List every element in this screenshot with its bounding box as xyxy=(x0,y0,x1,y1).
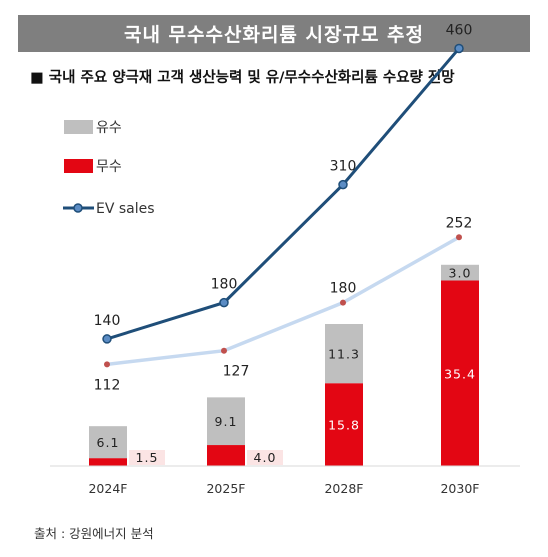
chart-subtitle: ■ 국내 주요 양극재 고객 생산능력 및 유/무수수산화리튬 수요량 전망 xyxy=(30,70,455,86)
legend-label-ev-sales: EV sales xyxy=(96,201,155,217)
data-label-musu-bg xyxy=(247,450,283,465)
x-axis-ticks: 2024F 2025F 2028F 2030F xyxy=(88,481,479,496)
legend-swatch-ev-marker xyxy=(73,203,83,213)
bar-musu-2028F xyxy=(325,383,363,466)
data-label-yusu: 3.0 xyxy=(449,266,472,281)
legend-label-yusu: 유수 xyxy=(96,120,122,136)
bar-musu-2030F xyxy=(441,280,479,466)
bar-yusu-2028F xyxy=(325,323,363,384)
x-tick-label: 2024F xyxy=(88,481,127,496)
point-ev-sales xyxy=(102,334,112,344)
point-ev-sales xyxy=(338,179,348,190)
point-demand xyxy=(221,347,227,354)
bar-musu-2025F xyxy=(207,445,245,466)
x-tick-label: 2028F xyxy=(324,481,363,496)
legend-label-musu: 무수 xyxy=(96,159,122,175)
point-demand xyxy=(456,234,462,241)
source-note: 출처 : 강원에너지 분석 xyxy=(34,526,154,541)
point-ev-sales xyxy=(219,297,229,308)
data-label-demand: 252 xyxy=(446,215,473,231)
data-label-musu: 35.4 xyxy=(444,366,476,381)
point-ev-sales xyxy=(454,43,464,54)
data-label-musu-bg xyxy=(129,450,165,465)
data-label-demand: 127 xyxy=(223,364,250,380)
point-demand xyxy=(104,361,110,368)
data-label-yusu: 11.3 xyxy=(328,347,360,362)
line-demand xyxy=(106,235,460,367)
data-label-musu: 1.5 xyxy=(136,450,159,465)
data-label-ev-sales: 180 xyxy=(211,277,238,293)
data-label-ev-sales: 140 xyxy=(94,313,121,329)
data-label-ev-sales: 460 xyxy=(446,22,473,38)
bar-yusu-2024F xyxy=(89,426,127,459)
legend-swatch-yusu xyxy=(64,120,93,134)
data-label-ev-sales: 310 xyxy=(330,159,357,175)
data-label-musu: 4.0 xyxy=(254,450,277,465)
chart-title: 국내 무수수산화리튬 시장규모 추정 xyxy=(18,15,530,52)
line-layer: 112 127 180 252 140 180 310 460 xyxy=(94,22,473,393)
legend-swatch-musu xyxy=(64,159,93,173)
bar-layer: 6.1 1.5 9.1 4.0 11.3 15.8 3.0 35.4 xyxy=(89,264,479,466)
data-label-musu: 15.8 xyxy=(328,418,360,433)
data-label-demand: 112 xyxy=(94,377,121,393)
bar-musu-2024F xyxy=(89,458,127,466)
data-label-yusu: 6.1 xyxy=(97,435,120,450)
line-ev-sales xyxy=(106,47,461,341)
bar-yusu-2030F xyxy=(441,264,479,281)
bar-yusu-2025F xyxy=(207,397,245,446)
x-tick-label: 2025F xyxy=(206,481,245,496)
data-label-yusu: 9.1 xyxy=(215,414,238,429)
point-demand xyxy=(340,299,346,306)
x-tick-label: 2030F xyxy=(440,481,479,496)
data-label-demand: 180 xyxy=(330,281,357,297)
